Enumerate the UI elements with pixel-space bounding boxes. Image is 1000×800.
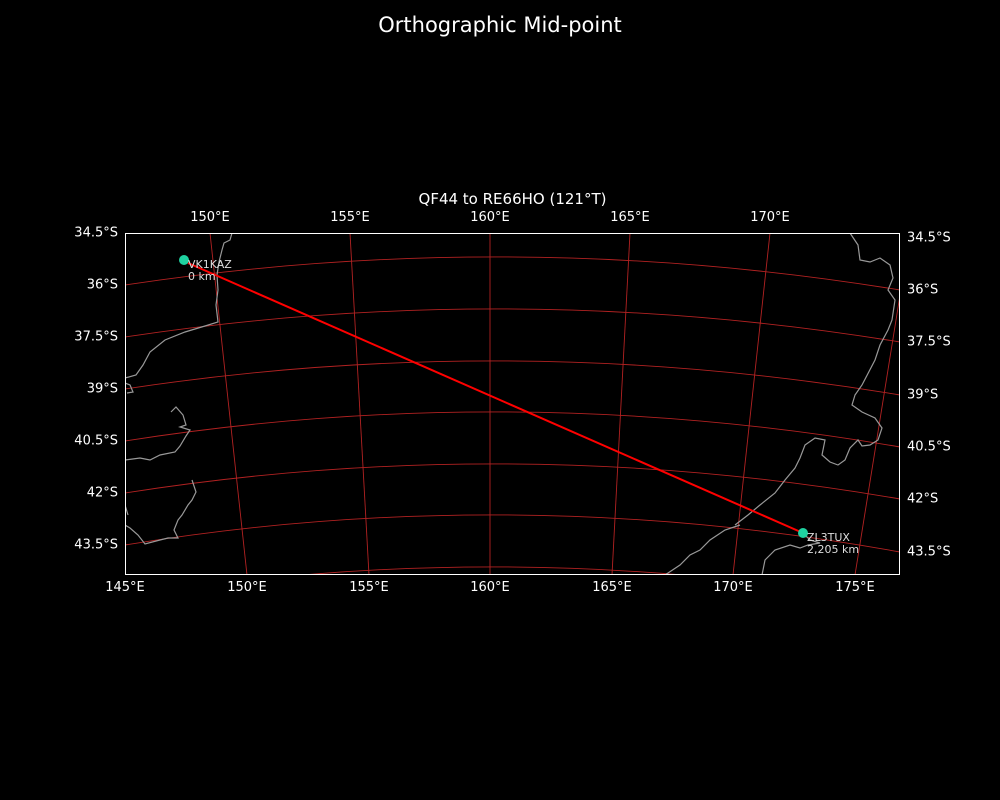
left-lat-tick: 36°S bbox=[86, 277, 118, 293]
bottom-lon-tick: 170°E bbox=[713, 580, 753, 595]
station-distance: 2,205 km bbox=[807, 543, 860, 556]
top-lon-tick: 155°E bbox=[330, 210, 370, 225]
parallel-line bbox=[296, 566, 688, 575]
right-lat-tick: 43.5°S bbox=[907, 544, 951, 560]
bottom-lon-tick: 160°E bbox=[470, 580, 510, 595]
bottom-lon-tick: 145°E bbox=[105, 580, 145, 595]
coast-australia bbox=[125, 233, 233, 379]
right-lat-tick: 34.5°S bbox=[907, 230, 951, 246]
bottom-lon-tick: 150°E bbox=[227, 580, 267, 595]
right-lat-tick: 37.5°S bbox=[907, 334, 951, 350]
coast-australia-cape bbox=[125, 382, 134, 394]
left-lat-tick: 40.5°S bbox=[74, 433, 118, 449]
map-subtitle: QF44 to RE66HO (121°T) bbox=[418, 190, 607, 208]
station-distance: 0 km bbox=[188, 270, 216, 283]
parallel-line bbox=[125, 463, 900, 500]
right-lat-tick: 39°S bbox=[907, 387, 939, 403]
right-lat-tick: 36°S bbox=[907, 282, 939, 298]
coast-nz-south bbox=[664, 524, 821, 575]
coast-nz-north bbox=[734, 233, 896, 526]
bottom-lon-tick: 155°E bbox=[349, 580, 389, 595]
station-label-vk1kaz: VK1KAZ 0 km bbox=[188, 259, 232, 283]
meridian-line bbox=[209, 233, 248, 575]
station-call: VK1KAZ bbox=[188, 258, 232, 271]
left-lat-tick: 39°S bbox=[86, 381, 118, 397]
left-lat-tick: 34.5°S bbox=[74, 225, 118, 241]
station-label-zl3tux: ZL3TUX 2,205 km bbox=[807, 532, 859, 556]
top-lon-tick: 165°E bbox=[610, 210, 650, 225]
station-marker-zl3tux[interactable] bbox=[798, 528, 808, 538]
top-lon-tick: 170°E bbox=[750, 210, 790, 225]
parallel-line bbox=[125, 256, 900, 291]
top-lon-tick: 150°E bbox=[190, 210, 230, 225]
top-lon-tick: 160°E bbox=[470, 210, 510, 225]
parallel-line bbox=[125, 308, 900, 343]
left-lat-tick: 43.5°S bbox=[74, 537, 118, 553]
left-lat-tick: 42°S bbox=[86, 485, 118, 501]
parallel-line bbox=[125, 181, 900, 205]
meridian-line bbox=[732, 233, 771, 575]
graticule bbox=[125, 181, 900, 575]
left-lat-tick: 37.5°S bbox=[74, 329, 118, 345]
great-circle-path bbox=[187, 262, 804, 534]
parallel-line bbox=[125, 411, 900, 448]
coast-tasmania bbox=[125, 406, 197, 545]
meridian-line bbox=[611, 233, 631, 575]
bottom-lon-tick: 165°E bbox=[592, 580, 632, 595]
figure-title: Orthographic Mid-point bbox=[378, 13, 622, 37]
station-marker-vk1kaz[interactable] bbox=[179, 255, 189, 265]
right-lat-tick: 40.5°S bbox=[907, 439, 951, 455]
parallel-line bbox=[125, 360, 900, 396]
right-lat-tick: 42°S bbox=[907, 491, 939, 507]
parallel-line bbox=[125, 514, 900, 553]
station-call: ZL3TUX bbox=[807, 531, 850, 544]
meridian-line bbox=[349, 233, 370, 575]
map-frame bbox=[125, 233, 900, 575]
meridian-line bbox=[854, 292, 900, 575]
bottom-lon-tick: 175°E bbox=[835, 580, 875, 595]
